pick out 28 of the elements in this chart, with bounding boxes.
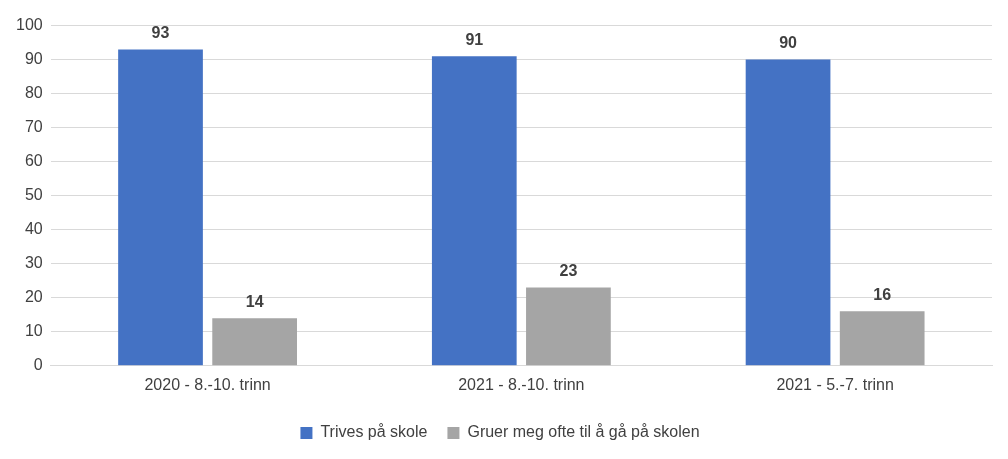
data-label: 16: [873, 285, 892, 303]
data-label: 90: [779, 34, 798, 52]
data-label: 91: [465, 30, 484, 48]
legend-label: Trives på skole: [320, 423, 428, 441]
x-tick-label: 2021 - 8.-10. trinn: [458, 375, 585, 393]
y-tick-label: 100: [15, 16, 43, 34]
y-tick-label: 10: [24, 322, 43, 340]
data-label: 93: [151, 23, 170, 41]
y-tick-label: 90: [24, 50, 43, 68]
y-tick-label: 50: [24, 186, 43, 204]
y-tick-label: 20: [24, 288, 43, 306]
y-tick-label: 70: [24, 118, 43, 136]
y-tick-label: 0: [33, 356, 43, 374]
legend-label: Gruer meg ofte til å gå på skolen: [467, 423, 700, 441]
x-tick-label: 2021 - 5.-7. trinn: [776, 375, 894, 393]
bar: [431, 56, 517, 366]
bar: [118, 49, 203, 366]
bar: [745, 59, 831, 366]
x-tick-label: 2020 - 8.-10. trinn: [144, 375, 271, 393]
y-tick-label: 60: [24, 152, 43, 170]
data-label: 14: [245, 292, 264, 310]
y-tick-label: 30: [24, 254, 43, 272]
bar: [526, 287, 611, 366]
bar: [839, 311, 925, 366]
data-label: 23: [559, 261, 578, 279]
y-tick-label: 80: [24, 84, 43, 102]
y-tick-label: 40: [24, 220, 43, 238]
bar: [212, 318, 297, 366]
